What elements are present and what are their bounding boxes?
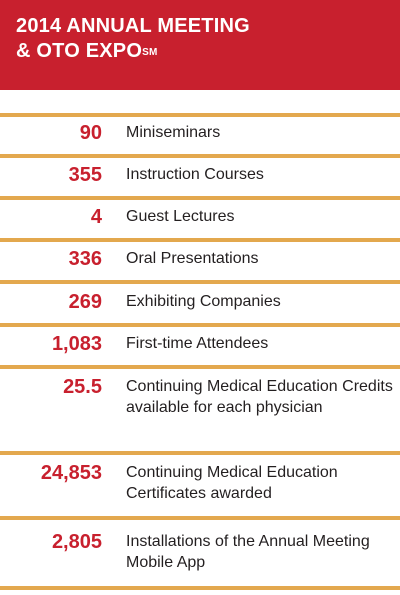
header-title-line-2: & OTO EXPOSM — [16, 39, 400, 64]
stat-value: 4 — [90, 206, 102, 228]
divider — [0, 451, 400, 455]
stat-label: Exhibiting Companies — [126, 293, 281, 310]
divider — [0, 196, 400, 200]
stat-value: 336 — [68, 248, 102, 270]
divider — [0, 323, 400, 327]
stat-label: Guest Lectures — [126, 208, 235, 225]
stat-label: Instruction Courses — [126, 166, 264, 183]
divider — [0, 238, 400, 242]
stat-label: Continuing Medical Education Credits ava… — [126, 378, 393, 416]
stat-label: Miniseminars — [126, 124, 221, 141]
header-title-line-1: 2014 ANNUAL MEETING — [16, 15, 250, 37]
stat-label: Continuing Medical Education Certificate… — [126, 464, 338, 502]
divider — [0, 586, 400, 590]
stat-value: 24,853 — [40, 462, 102, 484]
header-banner: 2014 ANNUAL MEETING & OTO EXPOSM — [0, 0, 400, 90]
divider — [0, 113, 400, 117]
stat-value: 25.5 — [63, 376, 102, 398]
divider — [0, 280, 400, 284]
stat-value: 1,083 — [51, 333, 102, 355]
stat-label: First-time Attendees — [126, 335, 269, 352]
stat-value: 355 — [68, 164, 102, 186]
stat-value: 2,805 — [51, 531, 102, 553]
stat-value: 269 — [68, 291, 102, 313]
service-mark: SM — [142, 47, 158, 58]
divider — [0, 154, 400, 158]
divider — [0, 516, 400, 520]
stat-label: Installations of the Annual Meeting Mobi… — [126, 533, 370, 571]
stat-label: Oral Presentations — [126, 250, 259, 267]
header-title-line-2-text: & OTO EXPO — [16, 40, 143, 62]
divider — [0, 365, 400, 369]
stat-value: 90 — [79, 122, 102, 144]
